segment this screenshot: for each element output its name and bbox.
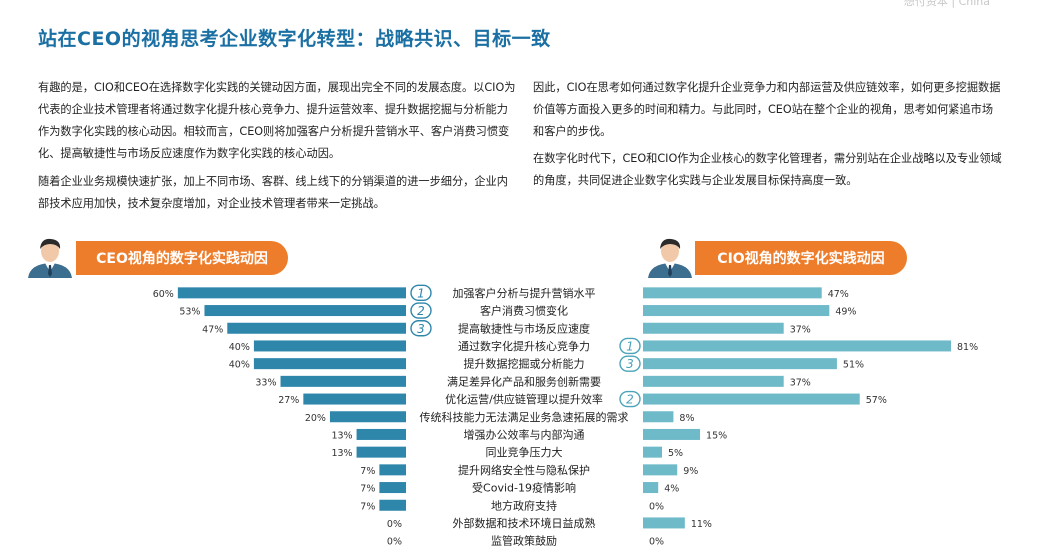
ceo-value-label: 20%: [305, 413, 326, 424]
cio-bar: [643, 482, 659, 494]
ceo-value-label: 33%: [255, 377, 276, 388]
paragraph-left-2: 随着企业业务规模快速扩张，加上不同市场、客群、线上线下的分销渠道的进一步细分，企…: [38, 175, 508, 210]
ceo-bar: [227, 322, 406, 334]
ceo-bar: [379, 482, 406, 494]
cio-bar: [643, 322, 784, 334]
category-label: 满足差异化产品和服务创新需要: [447, 374, 601, 388]
ceo-bar: [329, 411, 406, 423]
ceo-bar: [379, 499, 406, 511]
cio-value-label: 0%: [649, 537, 664, 548]
cio-bar: [643, 517, 685, 529]
cio-value-label: 37%: [790, 377, 811, 388]
ceo-value-label: 7%: [360, 501, 375, 512]
ceo-bar: [356, 446, 406, 458]
paragraph-right-2: 在数字化时代下，CEO和CIO作为企业核心的数字化管理者，需分别站在企业战略以及…: [533, 152, 1002, 187]
cio-rank-marker: [619, 390, 641, 408]
cio-bar: [643, 375, 784, 387]
cio-value-label: 8%: [679, 413, 694, 424]
page-title: 站在CEO的视角思考企业数字化转型：战略共识、目标一致: [38, 28, 551, 50]
category-label: 优化运营/供应链管理以提升效率: [445, 392, 603, 406]
ceo-value-label: 53%: [179, 307, 200, 318]
ceo-bar: [253, 340, 406, 352]
ceo-bar: [204, 305, 406, 317]
cio-value-label: 47%: [828, 289, 849, 300]
ceo-bar: [280, 375, 406, 387]
cio-rank-label: 3: [626, 357, 634, 371]
category-label: 同业竞争压力大: [486, 445, 563, 459]
ceo-value-label: 27%: [278, 395, 299, 406]
cio-badge: CIO视角的数字化实践动因: [695, 241, 907, 275]
cio-value-label: 5%: [668, 448, 683, 459]
category-label: 客户消费习惯变化: [480, 304, 568, 318]
category-label: 提高敏捷性与市场反应速度: [458, 321, 590, 335]
cio-rank-label: 2: [626, 393, 634, 407]
cio-bar: [643, 340, 951, 352]
ceo-value-label: 7%: [360, 466, 375, 477]
ceo-badge: CEO视角的数字化实践动因: [76, 241, 288, 275]
category-label: 监管政策鼓励: [491, 534, 557, 548]
ceo-value-label: 47%: [202, 324, 223, 335]
ceo-bar: [356, 428, 406, 440]
cio-bar: [643, 428, 701, 440]
ceo-value-label: 13%: [331, 430, 352, 441]
category-label: 通过数字化提升核心竞争力: [458, 339, 590, 353]
ceo-value-label: 13%: [331, 448, 352, 459]
cio-avatar-icon: [648, 238, 692, 278]
ceo-bar: [177, 287, 406, 299]
cio-rank-marker: [619, 337, 641, 355]
cio-bar: [643, 287, 822, 299]
cio-value-label: 15%: [706, 430, 727, 441]
cio-value-label: 9%: [683, 466, 698, 477]
category-label: 外部数据和技术环境日益成熟: [453, 516, 596, 530]
ceo-bar: [253, 358, 406, 370]
cio-value-label: 51%: [843, 360, 864, 371]
ceo-rank-label: 1: [417, 286, 425, 300]
cio-value-label: 37%: [790, 324, 811, 335]
cio-value-label: 57%: [866, 395, 887, 406]
paragraph-left-1: 有趣的是，CIO和CEO在选择数字化实践的关键动因方面，展现出完全不同的发展态度…: [38, 81, 516, 160]
cio-value-label: 4%: [664, 484, 679, 495]
cio-bar: [643, 305, 830, 317]
category-label: 增强办公效率与内部沟通: [464, 427, 585, 441]
cio-bar: [643, 446, 663, 458]
category-label: 地方政府支持: [491, 498, 557, 512]
cio-rank-label: 1: [626, 339, 634, 353]
cio-value-label: 81%: [957, 342, 978, 353]
ceo-rank-label: 3: [417, 322, 425, 336]
ceo-value-label: 0%: [387, 537, 402, 548]
ceo-rank-marker: [410, 284, 432, 302]
watermark: 想付资本 | China: [903, 0, 990, 8]
cio-value-label: 11%: [691, 519, 712, 530]
ceo-rank-marker: [410, 320, 432, 337]
category-label: 提升数据挖掘或分析能力: [464, 357, 585, 371]
ceo-bar: [379, 464, 406, 476]
category-label: 受Covid-19疫情影响: [472, 481, 576, 495]
cio-value-label: 49%: [835, 307, 856, 318]
ceo-value-label: 40%: [229, 342, 250, 353]
ceo-value-label: 60%: [153, 289, 174, 300]
category-label: 传统科技能力无法满足业务急速拓展的需求: [420, 410, 629, 424]
paragraph-right-1: 因此，CIO在思考如何通过数字化提升企业竞争力和内部运营及供应链效率，如何更多挖…: [533, 81, 1001, 138]
category-label: 提升网络安全性与隐私保护: [458, 463, 590, 477]
cio-bar: [643, 464, 678, 476]
ceo-bar: [303, 393, 406, 405]
cio-value-label: 0%: [649, 501, 664, 512]
ceo-value-label: 0%: [387, 519, 402, 530]
ceo-value-label: 40%: [229, 360, 250, 371]
category-label: 加强客户分析与提升营销水平: [453, 286, 596, 300]
ceo-rank-marker: [410, 302, 432, 319]
ceo-avatar-icon: [28, 238, 72, 278]
ceo-rank-label: 2: [417, 304, 425, 318]
cio-bar: [643, 393, 860, 405]
cio-rank-marker: [619, 355, 641, 372]
cio-bar: [643, 411, 674, 423]
ceo-value-label: 7%: [360, 484, 375, 495]
cio-bar: [643, 358, 837, 370]
